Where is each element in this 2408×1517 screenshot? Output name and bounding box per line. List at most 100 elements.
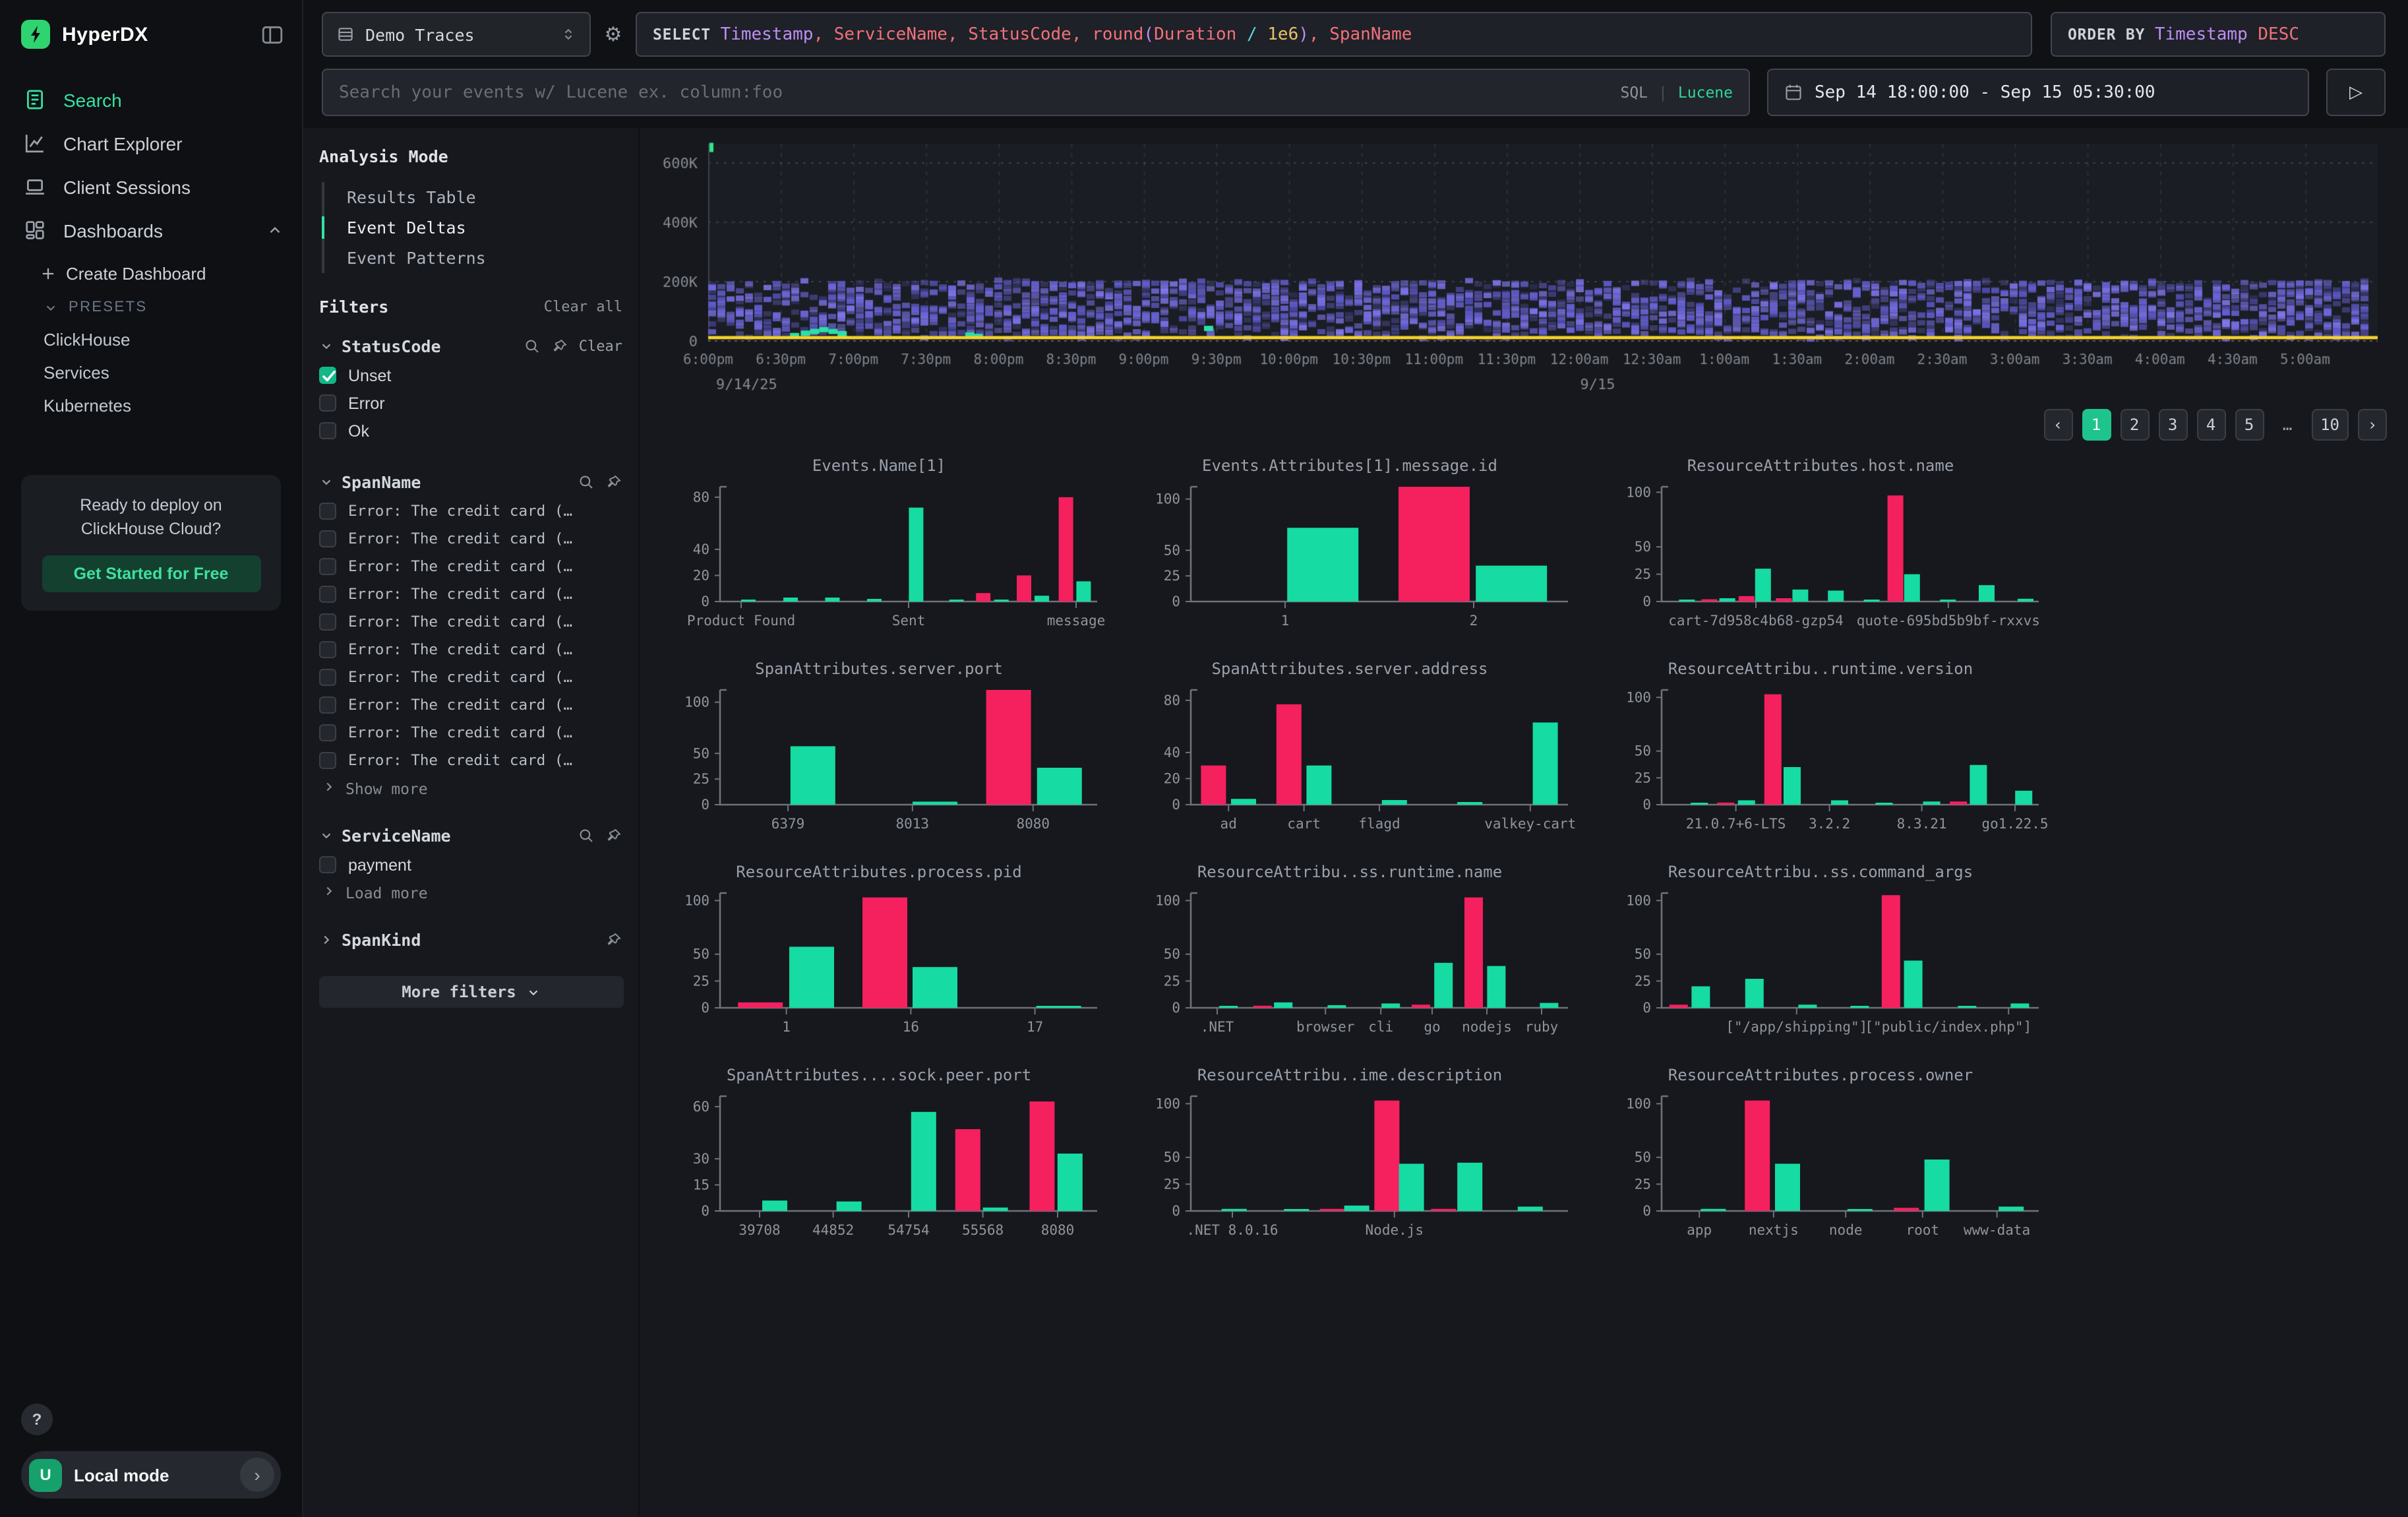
sql-mode-toggle[interactable]: SQL (1620, 83, 1648, 102)
pagination-page-5[interactable]: 5 (2235, 409, 2264, 441)
checkbox[interactable] (319, 503, 336, 520)
filter-option[interactable]: Error: The credit card (… (319, 636, 622, 664)
data-source-select[interactable]: Demo Traces (322, 12, 591, 57)
checkbox[interactable] (319, 367, 336, 384)
svg-text:0: 0 (1642, 594, 1651, 609)
filter-option[interactable]: Error: The credit card (… (319, 691, 622, 719)
filter-option[interactable]: Error: The credit card (… (319, 608, 622, 636)
search-bar: SQL | Lucene (322, 69, 1750, 116)
filter-group-name[interactable]: StatusCode (342, 336, 441, 356)
filter-option[interactable]: Ok (319, 417, 622, 445)
clear-all-filters[interactable]: Clear all (543, 298, 622, 315)
sidebar-item-search[interactable]: Search (0, 78, 302, 121)
pagination-prev[interactable]: ‹ (2043, 409, 2073, 441)
order-by-editor[interactable]: ORDER BY Timestamp DESC (2051, 12, 2386, 57)
checkbox[interactable] (319, 641, 336, 658)
filter-option[interactable]: Unset (319, 361, 622, 389)
create-dashboard-button[interactable]: Create Dashboard (0, 255, 302, 292)
checkbox[interactable] (319, 856, 336, 873)
filter-group-name[interactable]: SpanKind (342, 929, 421, 949)
checkbox[interactable] (319, 613, 336, 631)
pagination-next[interactable]: › (2358, 409, 2387, 441)
filter-option[interactable]: Error: The credit card (… (319, 497, 622, 525)
svg-text:1: 1 (1281, 613, 1290, 629)
sql-token: , (1071, 24, 1093, 44)
svg-text:44852: 44852 (812, 1222, 854, 1238)
query-header: Demo Traces ⚙ SELECT Timestamp, ServiceN… (303, 0, 2408, 128)
search-icon[interactable] (578, 826, 595, 844)
filter-option[interactable]: Error: The credit card (… (319, 580, 622, 608)
checkbox[interactable] (319, 752, 336, 769)
svg-text:0: 0 (1172, 594, 1180, 609)
clear-filter-button[interactable]: Clear (578, 337, 622, 354)
sql-token: 1e6 (1267, 24, 1299, 44)
chevron-up-icon (266, 222, 284, 239)
filter-group-name[interactable]: SpanName (342, 472, 421, 491)
checkbox[interactable] (319, 669, 336, 686)
pin-icon[interactable] (605, 473, 622, 490)
chevron-down-icon[interactable] (319, 474, 334, 489)
search-icon[interactable] (524, 337, 541, 354)
sidebar-item-client-sessions[interactable]: Client Sessions (0, 165, 302, 208)
sidebar-item-chart-explorer[interactable]: Chart Explorer (0, 121, 302, 165)
filter-group-name[interactable]: ServiceName (342, 825, 451, 845)
preset-dashboard-services[interactable]: Services (44, 363, 109, 383)
filter-option[interactable]: payment (319, 851, 622, 879)
sql-token: SELECT (653, 25, 721, 44)
user-menu[interactable]: U Local mode › (21, 1451, 281, 1499)
filter-option[interactable]: Error: The credit card (… (319, 525, 622, 553)
checkbox[interactable] (319, 724, 336, 741)
checkbox[interactable] (319, 422, 336, 439)
svg-text:50: 50 (1635, 743, 1651, 759)
collapse-sidebar-icon[interactable] (261, 23, 284, 46)
preset-dashboard-clickhouse[interactable]: ClickHouse (44, 330, 131, 350)
pagination-page-10[interactable]: 10 (2311, 409, 2349, 441)
run-query-button[interactable]: ▷ (2326, 69, 2386, 116)
filter-option[interactable]: Error (319, 389, 622, 417)
pagination-page-3[interactable]: 3 (2158, 409, 2188, 441)
svg-text:go1.22.5: go1.22.5 (1981, 816, 2048, 832)
pagination-page-1[interactable]: 1 (2082, 409, 2111, 441)
more-filters-button[interactable]: More filters (319, 976, 624, 1008)
sql-select-editor[interactable]: SELECT Timestamp, ServiceName, StatusCod… (636, 12, 2032, 57)
get-started-button[interactable]: Get Started for Free (42, 555, 260, 593)
show-more-link[interactable]: Show more (319, 774, 622, 798)
time-range-picker[interactable]: Sep 14 18:00:00 - Sep 15 05:30:00 (1767, 69, 2309, 116)
filter-option[interactable]: Error: The credit card (… (319, 553, 622, 580)
chevron-right-icon[interactable] (319, 932, 334, 946)
checkbox[interactable] (319, 394, 336, 412)
analysis-mode-tab-event-patterns[interactable]: Event Patterns (347, 248, 486, 268)
event-deltas-heatmap[interactable] (647, 139, 2408, 404)
pin-icon[interactable] (605, 931, 622, 948)
filter-option[interactable]: Error: The credit card (… (319, 747, 622, 774)
search-icon[interactable] (578, 473, 595, 490)
filter-option[interactable]: Error: The credit card (… (319, 664, 622, 691)
checkbox[interactable] (319, 530, 336, 547)
presets-toggle[interactable]: PRESETS (0, 292, 302, 323)
chart-title: ResourceAttributes.process.owner (1668, 1066, 1973, 1084)
checkbox[interactable] (319, 697, 336, 714)
pin-icon[interactable] (605, 826, 622, 844)
preset-dashboard-kubernetes[interactable]: Kubernetes (44, 396, 131, 416)
pin-icon[interactable] (551, 337, 568, 354)
analysis-mode-tab-event-deltas[interactable]: Event Deltas (322, 212, 622, 243)
sidebar-item-dashboards[interactable]: Dashboards (0, 208, 302, 252)
bar-chart-resourceattribu-ime-description: ResourceAttribu..ime.description 0 25 50 100… (1131, 1066, 1568, 1244)
hyperdx-logo[interactable] (21, 20, 50, 49)
chevron-down-icon[interactable] (319, 828, 334, 842)
pagination-page-2[interactable]: 2 (2120, 409, 2150, 441)
lucene-mode-toggle[interactable]: Lucene (1677, 83, 1733, 102)
svg-text:100: 100 (684, 892, 709, 908)
help-button[interactable]: ? (21, 1404, 53, 1435)
chevron-down-icon[interactable] (319, 338, 334, 353)
filter-option-label: Error: The credit card (… (348, 697, 573, 714)
checkbox[interactable] (319, 558, 336, 575)
filter-option[interactable]: Error: The credit card (… (319, 719, 622, 747)
load-more-link[interactable]: Load more (319, 879, 622, 902)
pagination-page-4[interactable]: 4 (2196, 409, 2226, 441)
search-input[interactable] (339, 82, 1621, 102)
analysis-mode-tab-results-table[interactable]: Results Table (347, 187, 476, 207)
source-settings-icon[interactable]: ⚙ (604, 24, 622, 46)
filter-group-servicename: ServiceName payment Load more (319, 819, 622, 902)
checkbox[interactable] (319, 586, 336, 603)
